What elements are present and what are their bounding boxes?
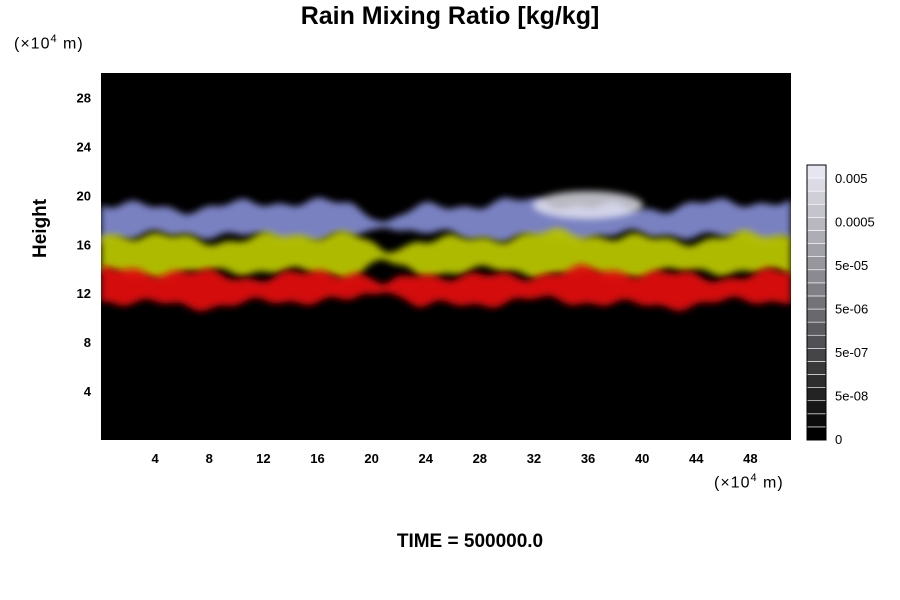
colorbar-label: 5e-07 <box>835 345 868 360</box>
x-axis-ticks: 4 8 12 16 20 24 28 32 36 40 44 48 <box>152 451 758 466</box>
bright-core <box>533 191 644 220</box>
x-tick-label: 44 <box>689 451 704 466</box>
colorbar-bin <box>806 256 827 271</box>
colorbar-bin <box>806 190 827 205</box>
colorbar-bin <box>806 426 827 441</box>
colorbar-bin <box>806 243 827 257</box>
colorbar-bin <box>806 348 827 362</box>
cloud-layer-yellow <box>101 228 791 282</box>
x-axis-unit: (×104 m) <box>714 472 784 492</box>
y-tick-label: 24 <box>77 139 92 154</box>
colorbar-bin <box>806 413 827 428</box>
colorbar-bin <box>806 374 827 388</box>
colorbar-bin <box>806 400 827 415</box>
x-tick-label: 8 <box>206 451 213 466</box>
colorbar-bin <box>806 230 827 244</box>
x-tick-label: 28 <box>473 451 487 466</box>
x-tick-label: 16 <box>310 451 324 466</box>
x-tick-label: 24 <box>418 451 433 466</box>
colorbar-bin <box>806 203 827 218</box>
chart-title: Rain Mixing Ratio [kg/kg] <box>300 2 600 30</box>
colorbar-bin <box>806 308 827 323</box>
y-tick-label: 12 <box>77 286 91 301</box>
colorbar-bin <box>806 387 827 402</box>
y-tick-label: 20 <box>77 188 91 203</box>
colorbar-label: 0.005 <box>835 171 868 186</box>
colorbar-bin <box>806 269 827 284</box>
x-tick-label: 4 <box>152 451 160 466</box>
y-tick-label: 28 <box>77 90 91 105</box>
x-tick-label: 32 <box>527 451 541 466</box>
colorbar-bin <box>806 217 827 231</box>
x-tick-label: 12 <box>256 451 270 466</box>
cloud-layer-red <box>101 264 791 312</box>
x-tick-label: 36 <box>581 451 595 466</box>
colorbar-bin <box>806 177 827 192</box>
x-tick-label: 40 <box>635 451 649 466</box>
colorbar-frame <box>806 164 827 441</box>
colorbar: 0 5e-08 5e-07 5e-06 5e-05 0.0005 0.005 <box>806 164 875 447</box>
time-label: TIME = 500000.0 <box>396 531 544 552</box>
y-tick-label: 4 <box>84 384 92 399</box>
colorbar-bin <box>806 295 827 310</box>
colorbar-label: 5e-06 <box>835 302 868 317</box>
colorbar-bin <box>806 321 827 336</box>
x-tick-label: 48 <box>743 451 757 466</box>
colorbar-label: 5e-08 <box>835 389 868 404</box>
colorbar-label: 5e-05 <box>835 258 868 273</box>
y-tick-label: 8 <box>84 335 91 350</box>
colorbar-label: 0.0005 <box>835 215 875 230</box>
cloud-layers <box>101 191 791 312</box>
x-tick-label: 20 <box>364 451 378 466</box>
colorbar-bin <box>806 334 827 349</box>
colorbar-label: 0 <box>835 432 842 447</box>
colorbar-bin <box>806 282 827 297</box>
colorbar-bin <box>806 361 827 375</box>
y-tick-label: 16 <box>77 237 91 252</box>
y-axis-ticks: 4 8 12 16 20 24 28 <box>77 90 92 399</box>
colorbar-bin <box>806 164 827 179</box>
y-axis-unit: (×104 m) <box>14 33 84 53</box>
